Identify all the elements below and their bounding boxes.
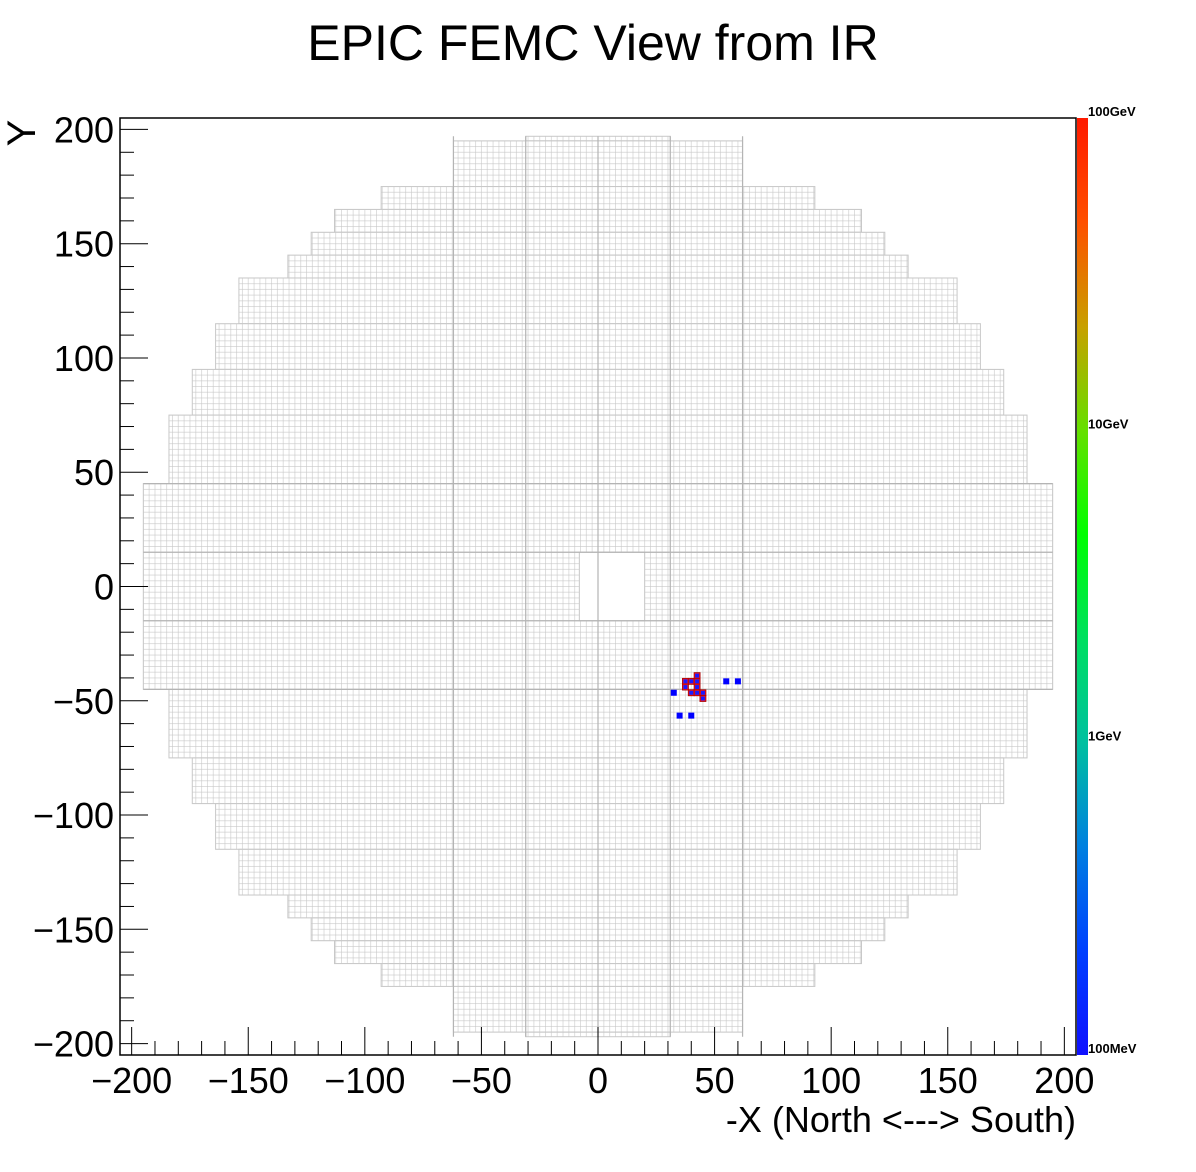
hit-cell-center	[695, 690, 700, 695]
x-tick-label: −150	[208, 1060, 289, 1101]
colorbar	[1077, 118, 1088, 1055]
colorbar-label: 10GeV	[1088, 416, 1129, 431]
x-tick-label: 50	[695, 1060, 735, 1101]
hit-cell-center	[683, 679, 688, 684]
x-tick-label: 200	[1034, 1060, 1094, 1101]
colorbar-label: 100GeV	[1088, 104, 1136, 119]
colorbar-label: 1GeV	[1088, 729, 1122, 744]
y-tick-label: 150	[54, 224, 114, 265]
colorbar-label: 100MeV	[1088, 1041, 1137, 1056]
chart-title: EPIC FEMC View from IR	[307, 15, 878, 71]
x-tick-label: 100	[801, 1060, 861, 1101]
hit-cell-center	[695, 685, 700, 690]
x-tick-label: −200	[91, 1060, 172, 1101]
y-tick-label: 200	[54, 109, 114, 150]
y-axis-ticks	[120, 128, 148, 1045]
x-tick-label: 150	[918, 1060, 978, 1101]
hit-cell-center	[700, 690, 705, 695]
y-tick-label: −200	[33, 1024, 114, 1065]
x-axis-label: -X (North <---> South)	[726, 1099, 1076, 1140]
energy-hits	[670, 672, 741, 719]
y-tick-label: −50	[53, 681, 114, 722]
y-tick-label: 100	[54, 338, 114, 379]
hit-cell	[688, 712, 695, 719]
hit-cell-center	[695, 679, 700, 684]
hit-cell-center	[689, 679, 694, 684]
x-axis-tick-labels: −200 −150 −100 −50 0 50 100 150 200	[91, 1060, 1094, 1101]
x-tick-label: 0	[588, 1060, 608, 1101]
hit-cell	[670, 689, 677, 696]
x-axis-ticks	[131, 1027, 1065, 1055]
y-axis-label: Y	[0, 120, 44, 147]
y-tick-label: 0	[94, 567, 114, 608]
x-tick-label: −50	[451, 1060, 512, 1101]
hit-cell	[723, 678, 730, 685]
beam-hole	[578, 551, 646, 622]
y-tick-label: −100	[33, 795, 114, 836]
hit-cell	[676, 712, 683, 719]
hit-cell-center	[700, 696, 705, 701]
colorbar-labels: 100GeV 10GeV 1GeV 100MeV	[1088, 104, 1137, 1056]
hit-cell	[734, 678, 741, 685]
y-tick-label: 50	[74, 452, 114, 493]
y-tick-label: −150	[33, 909, 114, 950]
hit-cell-center	[689, 690, 694, 695]
y-axis-tick-labels: −200 −150 −100 −50 0 50 100 150 200	[33, 109, 114, 1064]
x-tick-label: −100	[324, 1060, 405, 1101]
hit-cell-center	[695, 673, 700, 678]
detector-cell-grid	[142, 135, 1054, 1038]
hit-cell-center	[683, 685, 688, 690]
